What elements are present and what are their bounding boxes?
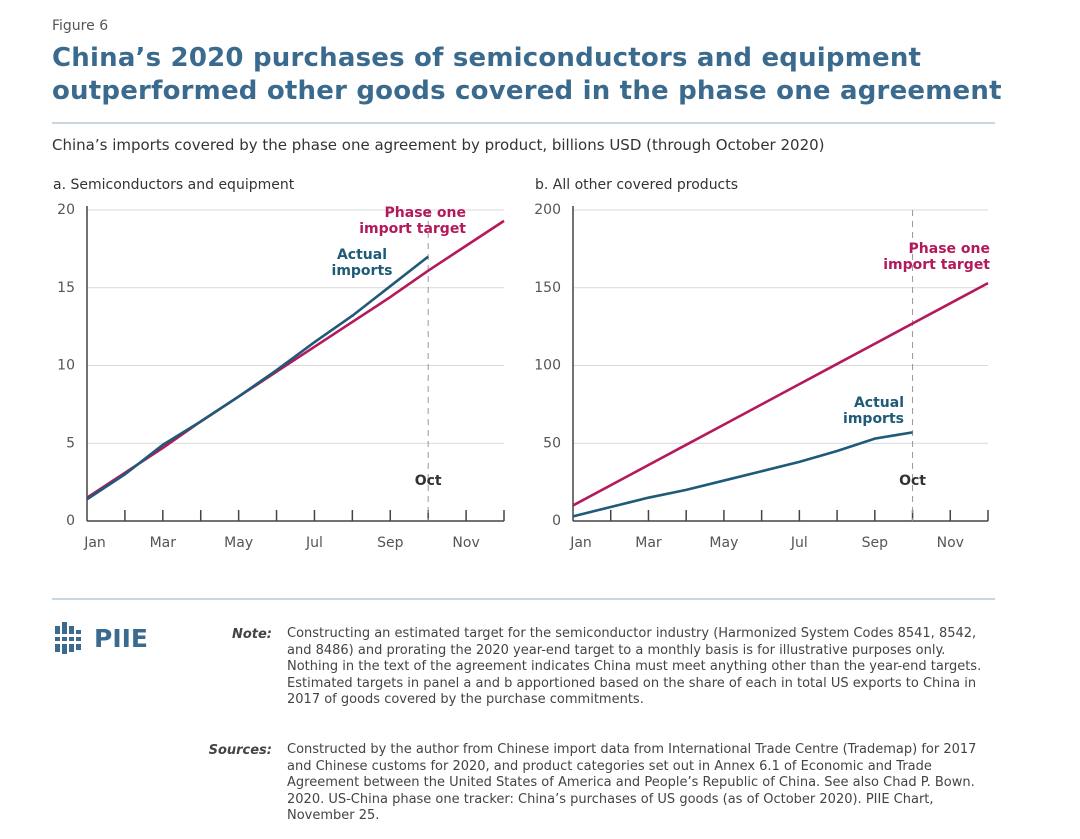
x-tick-label: Sep xyxy=(377,535,404,551)
panel-title: b. All other covered products xyxy=(535,177,738,193)
series-label: Phase one import target xyxy=(883,241,990,273)
x-tick-label: Jan xyxy=(569,535,592,551)
y-tick-label: 10 xyxy=(57,358,75,374)
title-line: China’s 2020 purchases of semiconductors… xyxy=(52,43,922,73)
y-tick-label: 15 xyxy=(57,280,75,296)
y-tick-label: 20 xyxy=(57,202,75,218)
x-tick-label: May xyxy=(224,535,253,551)
y-tick-label: 5 xyxy=(66,435,75,451)
panel-title: a. Semiconductors and equipment xyxy=(53,177,295,193)
logo-icon xyxy=(52,622,84,654)
y-tick-label: 0 xyxy=(66,513,75,529)
figure-label: Figure 6 xyxy=(52,18,109,34)
y-tick-label: 200 xyxy=(534,202,561,218)
y-tick-label: 100 xyxy=(534,358,561,374)
sources: Constructed by the author from Chinese i… xyxy=(287,742,977,823)
x-tick-label: Jan xyxy=(83,535,106,551)
x-tick-label: Sep xyxy=(862,535,889,551)
x-tick-label: Jul xyxy=(790,535,808,551)
x-tick-label: May xyxy=(709,535,738,551)
note-label: Note: xyxy=(231,627,272,642)
x-tick-label: Mar xyxy=(635,535,662,551)
annotation: Oct xyxy=(899,473,926,489)
x-tick-label: Jul xyxy=(305,535,323,551)
line-series xyxy=(572,431,913,518)
logo: PIIE xyxy=(52,620,148,656)
sources-label: Sources: xyxy=(208,743,272,758)
x-tick-label: Mar xyxy=(150,535,177,551)
y-tick-label: 150 xyxy=(534,280,561,296)
line-series xyxy=(86,219,505,499)
series-label: Actual imports xyxy=(843,395,904,427)
subtitle: China’s imports covered by the phase one… xyxy=(52,136,825,154)
y-tick-label: 0 xyxy=(552,513,561,529)
x-tick-label: Nov xyxy=(937,535,964,551)
annotation: Oct xyxy=(415,473,442,489)
series-label: Actual imports xyxy=(332,247,393,279)
title-line: outperformed other goods covered in the … xyxy=(52,76,1002,106)
line-series xyxy=(86,255,429,501)
x-tick-label: Nov xyxy=(452,535,479,551)
line-series xyxy=(572,281,989,507)
title: China’s 2020 purchases of semiconductors… xyxy=(52,42,1002,108)
note: Constructing an estimated target for the… xyxy=(287,626,982,707)
y-tick-label: 50 xyxy=(543,435,561,451)
logo-text: PIIE xyxy=(94,623,149,653)
series-label: Phase one import target xyxy=(359,205,466,237)
